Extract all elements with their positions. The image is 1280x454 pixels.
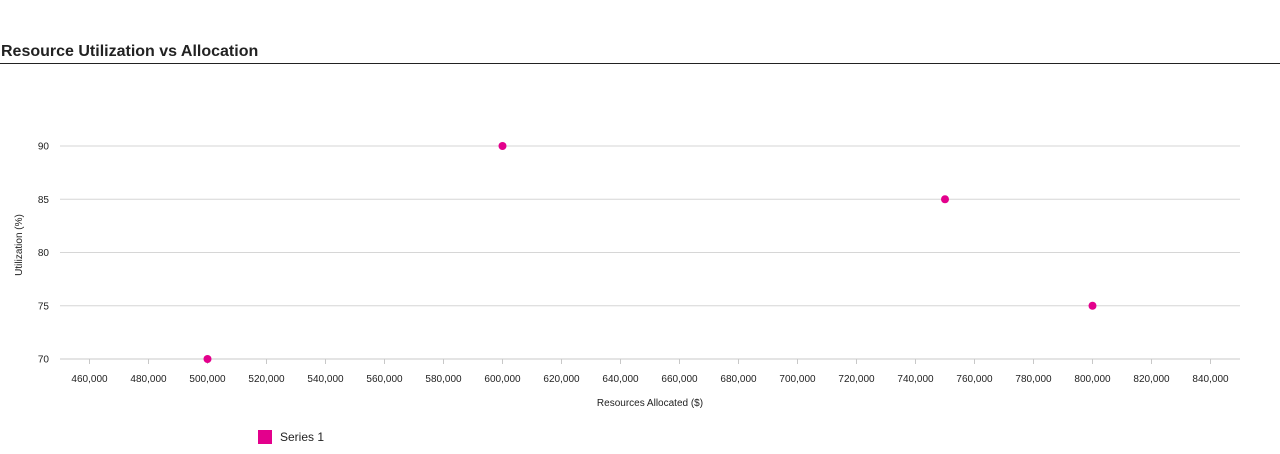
x-tick-label: 500,000	[189, 374, 226, 385]
x-tick-label: 580,000	[425, 374, 462, 385]
y-tick-label: 90	[38, 142, 50, 153]
x-tick-label: 540,000	[307, 374, 344, 385]
legend-swatch	[258, 430, 272, 444]
x-tick-label: 460,000	[71, 374, 108, 385]
x-tick-label: 820,000	[1133, 374, 1170, 385]
gridlines	[60, 145, 1240, 360]
y-tick-label: 70	[38, 355, 50, 366]
y-axis-ticks: 70 75 80 85 90	[38, 142, 50, 366]
x-tick-label: 660,000	[661, 374, 698, 385]
legend-label: Series 1	[280, 430, 325, 444]
data-point[interactable]	[941, 195, 949, 204]
x-tick-label: 740,000	[897, 374, 934, 385]
chart-title: Resource Utilization vs Allocation	[1, 43, 259, 60]
x-tick-label: 780,000	[1015, 374, 1052, 385]
x-tick-label: 560,000	[366, 374, 403, 385]
data-point[interactable]	[1088, 301, 1097, 310]
x-tick-label: 700,000	[779, 374, 816, 385]
x-tick-label: 720,000	[838, 374, 875, 385]
chart-header: Resource Utilization vs Allocation	[0, 42, 1280, 64]
x-tick-label: 640,000	[602, 374, 639, 385]
x-tick-label: 620,000	[543, 374, 580, 385]
y-tick-label: 85	[38, 195, 50, 206]
data-points	[203, 142, 1097, 363]
x-tick-label: 840,000	[1192, 374, 1229, 385]
x-tick-label: 760,000	[956, 374, 993, 385]
y-tick-label: 75	[38, 301, 50, 312]
x-tick-label: 600,000	[484, 374, 521, 385]
data-point[interactable]	[203, 355, 212, 363]
legend: Series 1	[258, 430, 324, 444]
y-axis-title: Utilization (%)	[14, 214, 25, 276]
data-point[interactable]	[498, 142, 507, 150]
y-tick-label: 80	[38, 248, 50, 259]
x-tick-label: 800,000	[1074, 374, 1111, 385]
x-tick-label: 680,000	[720, 374, 757, 385]
x-axis-title: Resources Allocated ($)	[597, 398, 703, 409]
x-tick-label: 480,000	[130, 374, 167, 385]
x-tick-label: 520,000	[248, 374, 285, 385]
x-axis: 460,000 480,000 500,000 520,000 540,000 560,0…	[60, 358, 1240, 385]
